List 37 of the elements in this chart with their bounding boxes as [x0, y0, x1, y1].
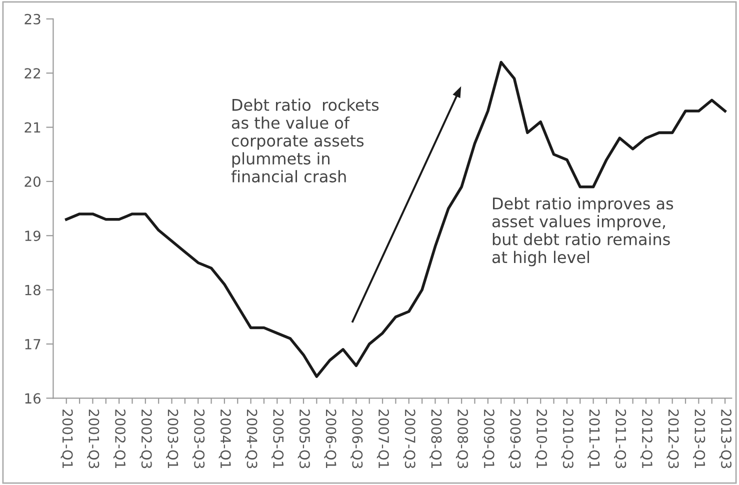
x-tick-label: 2011-Q1 — [588, 410, 600, 468]
x-tick-label: 2003-Q1 — [166, 410, 178, 468]
x-tick-label: 2003-Q3 — [192, 410, 205, 468]
x-tick-label: 2005-Q3 — [298, 410, 310, 468]
x-tick-label: 2007-Q1 — [376, 410, 390, 468]
y-tick-label: 17 — [25, 339, 40, 350]
line-series — [64, 60, 726, 378]
x-tick-label: 2012-Q1 — [640, 410, 652, 468]
x-tick-label: 2004-Q3 — [245, 410, 258, 468]
x-tick-label: 2006-Q1 — [324, 410, 336, 468]
x-tick-label: 2005-Q1 — [272, 410, 284, 468]
annotation: Debt ratio rockets as the value of corporate assets plummets in financial crash — [231, 98, 379, 182]
x-tick-label: 2007-Q3 — [403, 410, 416, 468]
x-tick-label: 2012-Q3 — [666, 410, 679, 468]
y-tick-label: 16 — [25, 393, 41, 404]
x-tick-label: 2013-Q1 — [693, 410, 706, 468]
y-tick-label: 23 — [24, 14, 40, 24]
x-tick-label: 2002-Q3 — [140, 410, 152, 468]
y-tick-label: 20 — [24, 176, 40, 187]
annotation: Debt ratio improves as asset values improve, but debt ratio remains at high level — [492, 197, 674, 266]
x-tick-label: 2010-Q1 — [534, 410, 548, 468]
x-tick-label: 2008-Q3 — [456, 410, 468, 468]
x-tick-label: 2009-Q1 — [482, 410, 494, 468]
y-tick-label: 22 — [24, 68, 40, 78]
y-tick-label: 18 — [25, 284, 40, 296]
x-tick-label: 2010-Q3 — [561, 410, 574, 468]
x-tick-label: 2002-Q1 — [113, 410, 126, 468]
x-tick-label: 2001-Q3 — [87, 410, 100, 468]
x-tick-label: 2013-Q3 — [719, 410, 732, 468]
x-tick-label: 2009-Q3 — [508, 410, 521, 468]
x-tick-label: 2001-Q1 — [60, 410, 73, 468]
x-tick-label: 2006-Q3 — [350, 410, 363, 468]
x-tick-label: 2008-Q1 — [430, 410, 442, 468]
x-tick-label: 2011-Q3 — [614, 410, 626, 468]
x-tick-label: 2004-Q1 — [218, 410, 231, 468]
y-tick-label: 19 — [25, 230, 40, 242]
y-tick-label: 21 — [24, 122, 40, 133]
